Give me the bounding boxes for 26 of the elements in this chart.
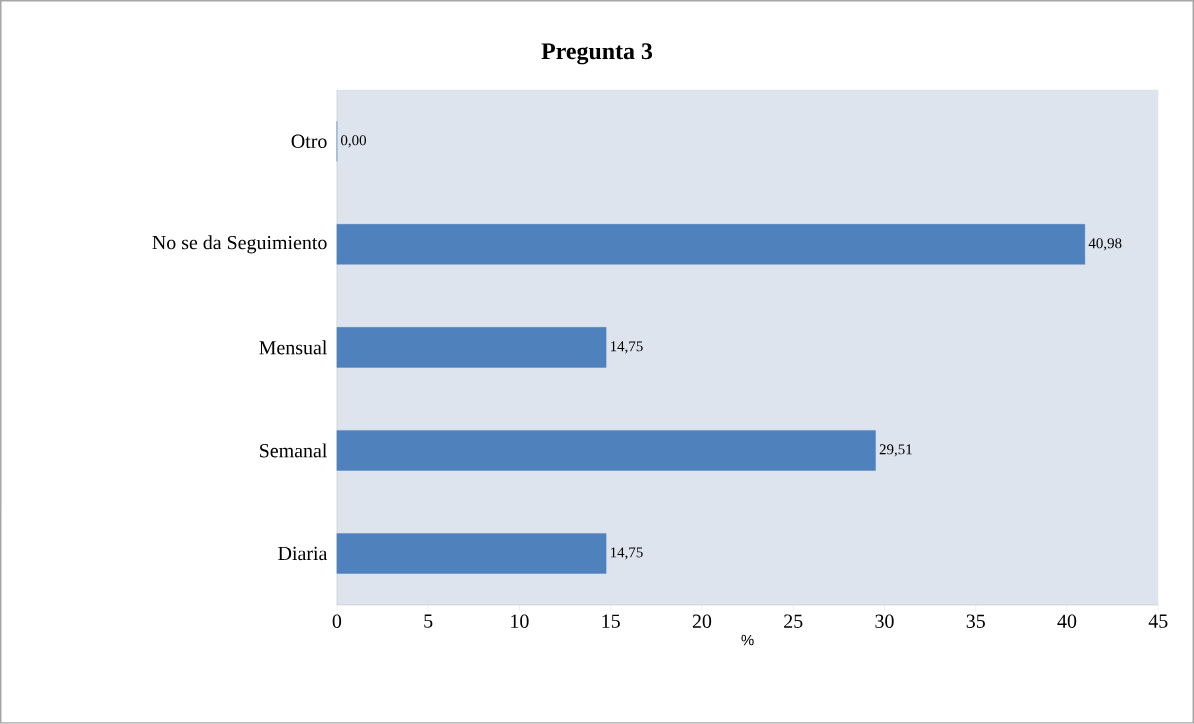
x-tick-label: 35 — [966, 614, 985, 628]
x-axis-title: % — [741, 634, 754, 646]
x-tick-label: 20 — [692, 614, 712, 629]
x-tick-label: 30 — [875, 614, 894, 629]
chart-title: Pregunta 3 — [541, 43, 653, 65]
bar — [336, 224, 1086, 265]
y-tick-label: Otro — [291, 134, 327, 149]
x-tick-label: 0 — [332, 614, 342, 629]
y-tick-label: Diaria — [278, 546, 328, 561]
x-tick-label: 40 — [1057, 614, 1077, 629]
bar — [336, 533, 607, 574]
bar — [336, 327, 607, 368]
x-tick-label: 5 — [424, 614, 433, 628]
x-tick-label: 15 — [602, 614, 620, 628]
data-label: 14,75 — [610, 341, 643, 354]
bar — [336, 430, 876, 471]
y-tick-label: No se da Seguimiento — [152, 235, 327, 254]
x-tick-label: 25 — [784, 614, 803, 628]
y-tick-label: Semanal — [260, 443, 327, 458]
y-tick-label: Mensual — [259, 340, 327, 355]
x-tick-label: 10 — [511, 614, 529, 629]
data-label: 0,00 — [340, 135, 367, 148]
x-tick-label: 45 — [1148, 614, 1168, 628]
data-label: 40,98 — [1088, 238, 1122, 251]
data-label: 29,51 — [879, 444, 912, 457]
data-label: 14,75 — [610, 547, 643, 560]
